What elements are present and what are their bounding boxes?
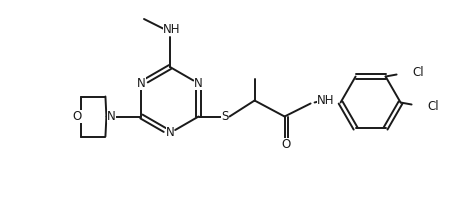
Text: O: O — [282, 138, 291, 151]
Text: N: N — [194, 77, 203, 90]
Text: NH: NH — [163, 23, 181, 36]
Text: S: S — [221, 110, 228, 123]
Text: O: O — [73, 110, 82, 123]
Text: N: N — [137, 77, 146, 90]
Text: NH: NH — [317, 94, 334, 107]
Text: Cl: Cl — [413, 66, 424, 79]
Text: N: N — [107, 110, 116, 123]
Text: N: N — [165, 127, 174, 139]
Text: Cl: Cl — [428, 100, 439, 113]
